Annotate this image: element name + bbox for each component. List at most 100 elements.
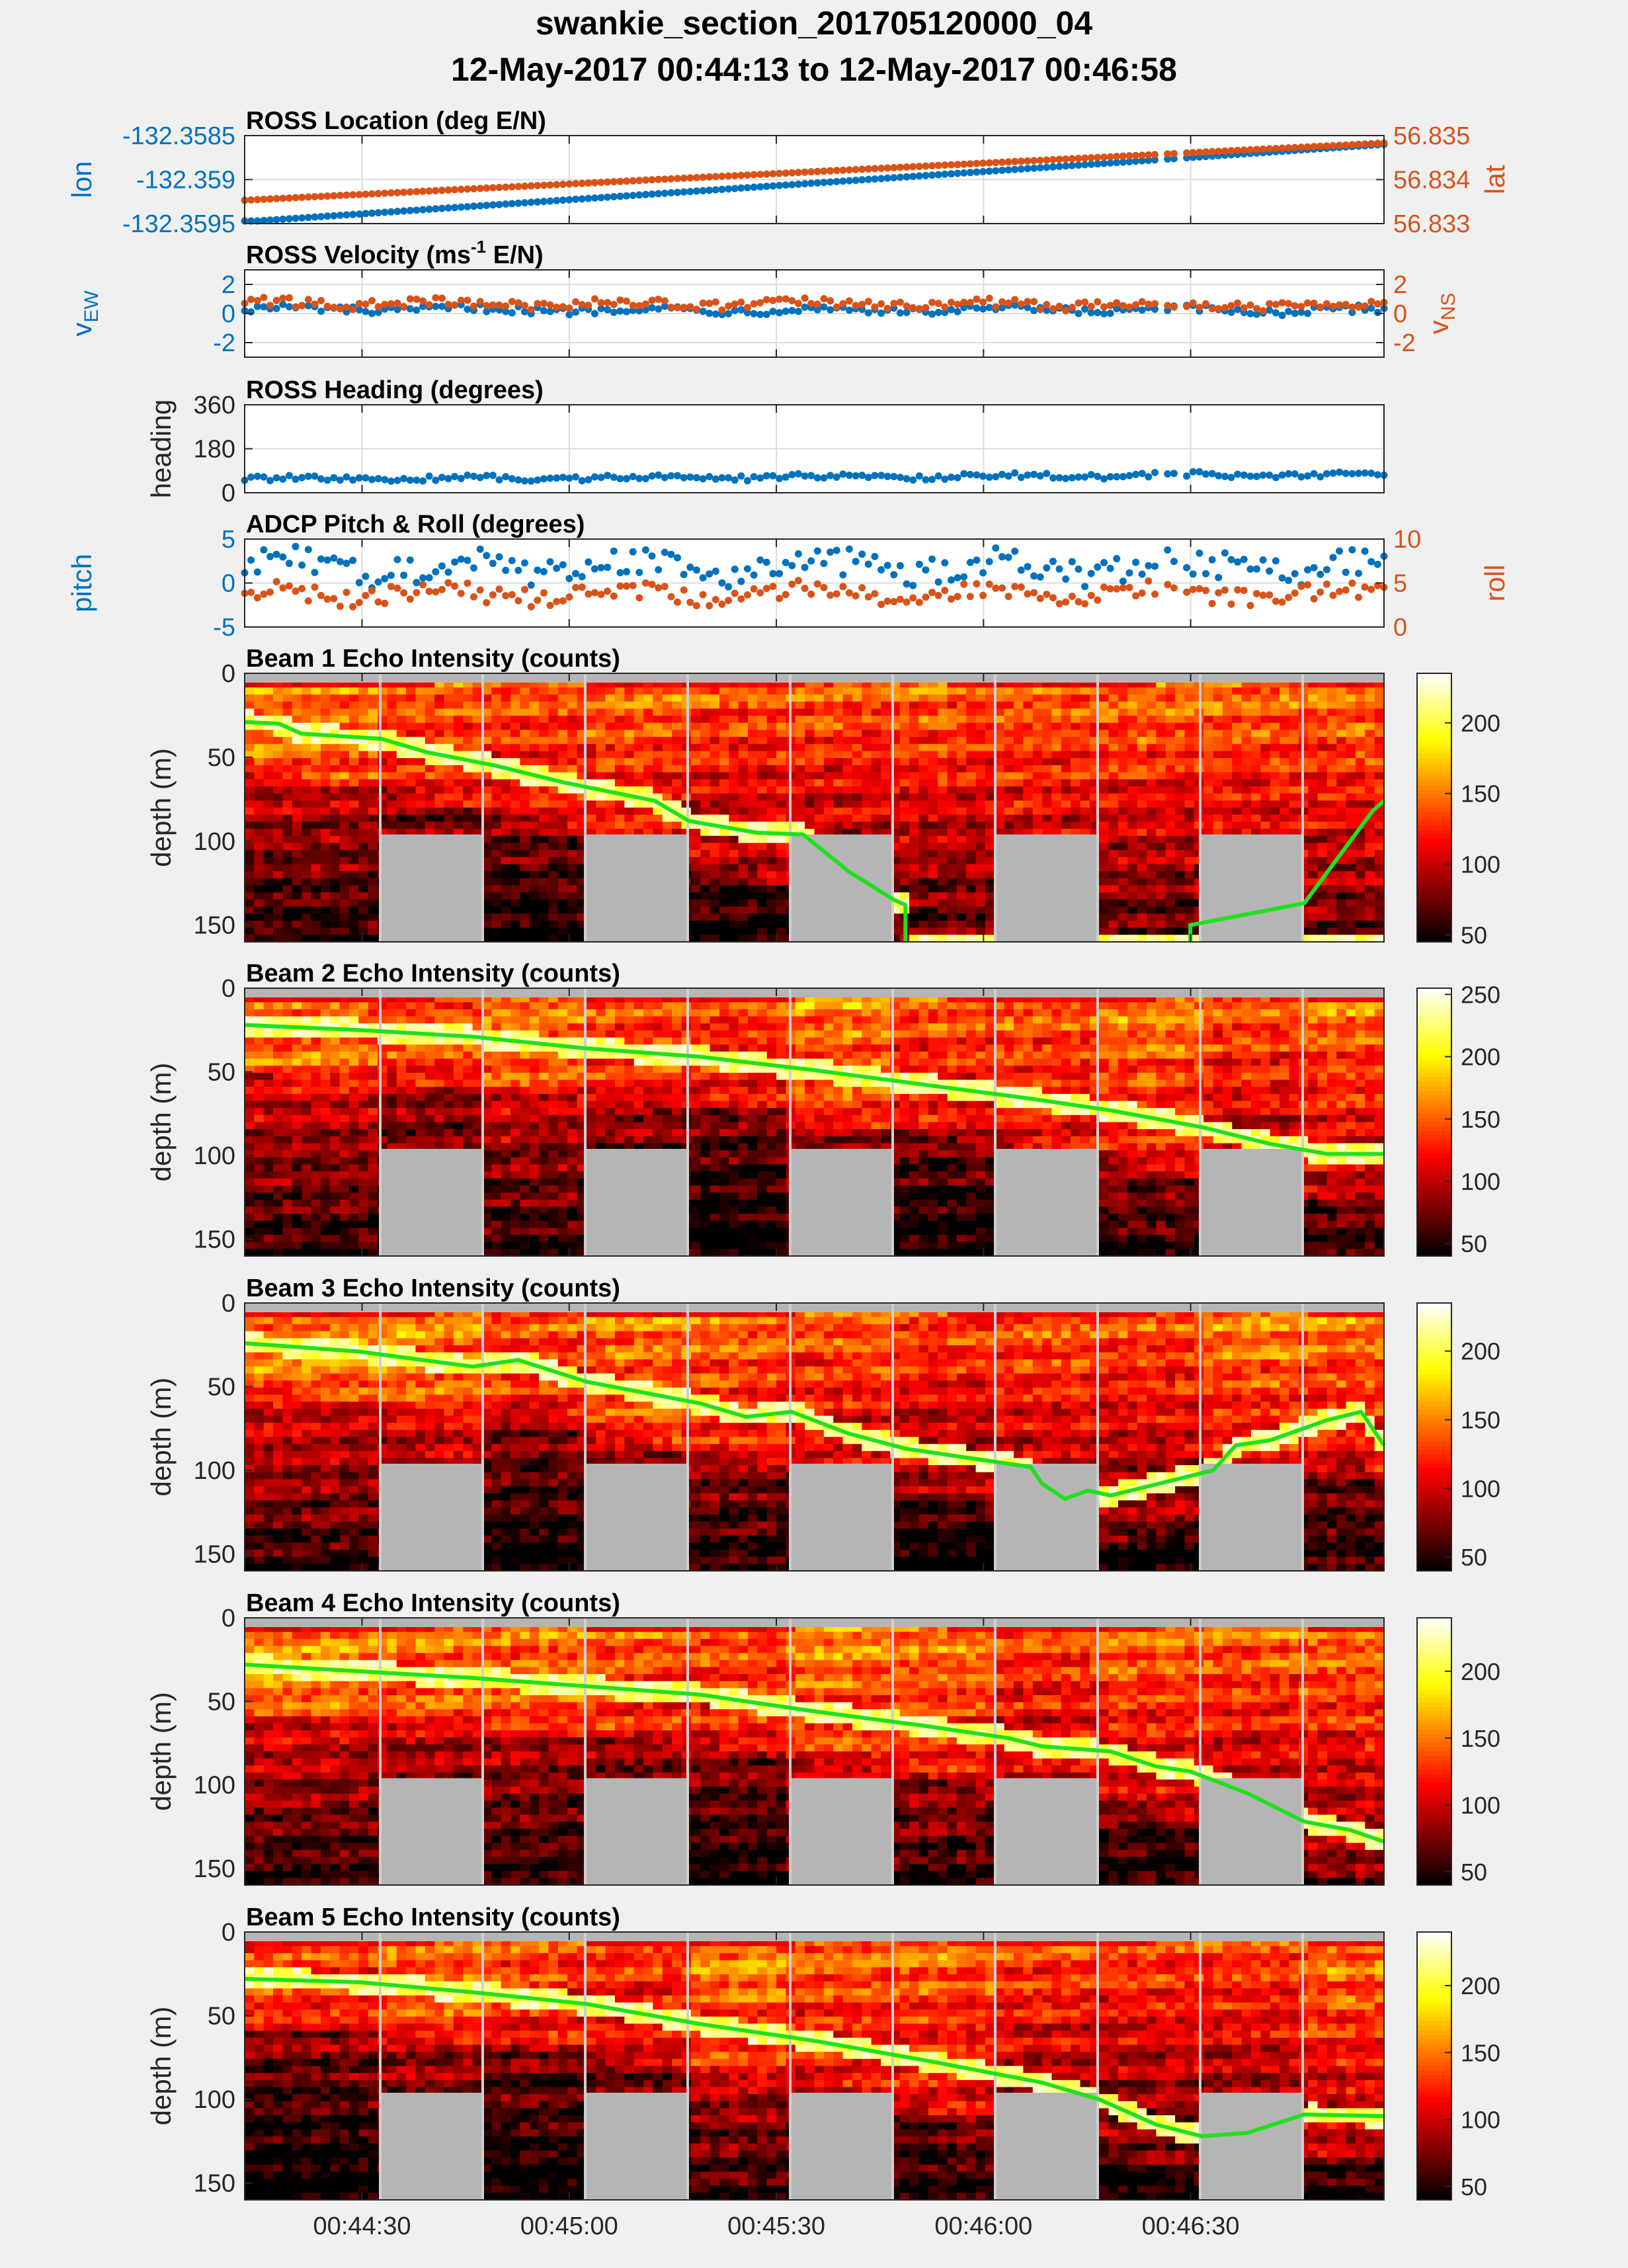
heatmap-cell bbox=[938, 716, 948, 723]
heatmap-cell bbox=[434, 779, 444, 786]
heatmap-cell bbox=[815, 723, 825, 730]
data-point bbox=[642, 300, 649, 308]
heatmap-cell bbox=[463, 794, 473, 801]
data-point bbox=[1190, 149, 1197, 156]
heatmap-cell bbox=[311, 878, 321, 886]
heatmap-cell bbox=[948, 716, 957, 723]
heatmap-cell bbox=[387, 723, 397, 730]
heatmap-cell bbox=[264, 786, 274, 794]
heatmap-cell bbox=[948, 892, 957, 900]
heatmap-cell bbox=[767, 723, 777, 730]
data-point bbox=[286, 582, 293, 589]
data-point bbox=[438, 205, 446, 212]
data-point bbox=[1049, 163, 1057, 171]
heatmap-cell bbox=[852, 702, 862, 709]
data-point bbox=[598, 564, 605, 571]
data-point bbox=[948, 576, 955, 583]
heatmap-cell bbox=[672, 730, 682, 737]
data-point bbox=[916, 599, 923, 606]
heatmap-cell bbox=[643, 708, 653, 716]
heatmap-cell bbox=[358, 843, 368, 850]
pitchroll-title: ADCP Pitch & Roll (degrees) bbox=[246, 511, 585, 538]
data-point bbox=[1253, 590, 1260, 597]
heatmap-cell bbox=[567, 900, 577, 907]
heatmap-cell bbox=[615, 716, 625, 723]
heatmap-cell bbox=[1080, 737, 1090, 744]
data-point bbox=[782, 308, 790, 315]
heatmap-cell bbox=[672, 694, 682, 702]
data-point bbox=[477, 202, 484, 210]
data-point bbox=[1107, 585, 1114, 593]
data-point bbox=[553, 474, 560, 482]
data-point bbox=[381, 301, 388, 308]
data-point bbox=[565, 575, 573, 582]
data-point bbox=[941, 304, 948, 311]
data-point bbox=[751, 300, 758, 308]
heatmap-cell bbox=[948, 836, 957, 843]
data-point bbox=[1005, 554, 1012, 561]
heatmap-cell bbox=[833, 779, 843, 786]
heatmap-cell bbox=[776, 886, 786, 893]
heatmap-cell bbox=[909, 935, 919, 942]
data-point bbox=[986, 159, 993, 167]
data-point bbox=[986, 474, 993, 481]
heatmap-cell bbox=[852, 758, 862, 765]
heatmap-cell bbox=[757, 786, 767, 794]
data-point bbox=[266, 195, 274, 202]
data-point bbox=[744, 566, 751, 573]
heatmap-cell bbox=[1033, 723, 1043, 730]
data-point bbox=[1311, 143, 1318, 150]
heatmap-cell bbox=[957, 751, 967, 759]
heatmap-cell bbox=[767, 913, 777, 921]
data-point bbox=[286, 472, 293, 480]
heatmap-cell bbox=[672, 687, 682, 694]
heatmap-cell bbox=[985, 821, 995, 829]
heatmap-cell bbox=[909, 808, 919, 815]
data-point bbox=[1215, 574, 1222, 581]
data-point bbox=[1005, 472, 1012, 480]
data-point bbox=[337, 305, 344, 312]
data-point bbox=[266, 589, 274, 596]
heatmap-cell bbox=[358, 935, 368, 942]
heatmap-cell bbox=[909, 786, 919, 794]
heatmap-cell bbox=[415, 702, 425, 709]
heatmap-cell bbox=[245, 758, 255, 765]
data-point bbox=[852, 592, 860, 599]
heatmap-cell bbox=[397, 808, 407, 815]
heatmap-cell bbox=[454, 687, 464, 694]
data-point bbox=[954, 161, 961, 168]
data-point bbox=[706, 300, 713, 307]
data-point bbox=[324, 303, 331, 310]
heatmap-cell bbox=[833, 800, 843, 808]
location-ytick-label: -132.3595 bbox=[122, 210, 235, 238]
heatmap-cell bbox=[606, 694, 616, 702]
heatmap-cell bbox=[463, 821, 473, 829]
heatmap-cell bbox=[928, 815, 938, 822]
heatmap-cell bbox=[739, 907, 749, 914]
heatmap-cell bbox=[1118, 744, 1128, 751]
heatmap-cell bbox=[767, 857, 777, 864]
heatmap-cell bbox=[957, 871, 967, 878]
heatmap-cell bbox=[1109, 687, 1119, 694]
heatmap-cell bbox=[624, 716, 634, 723]
heatmap-cell bbox=[1137, 744, 1147, 751]
heatmap-cell bbox=[1014, 758, 1024, 765]
heatmap-cell bbox=[434, 808, 444, 815]
heatmap-cell bbox=[805, 694, 815, 702]
data-point bbox=[1297, 303, 1305, 310]
heatmap-cell bbox=[966, 723, 976, 730]
heatmap-cell bbox=[1127, 871, 1137, 878]
heatmap-cell bbox=[824, 744, 834, 751]
data-point bbox=[343, 304, 350, 311]
heatmap-cell bbox=[928, 913, 938, 921]
data-point bbox=[992, 167, 999, 175]
heatmap-cell bbox=[273, 773, 283, 780]
heatmap-cell bbox=[1118, 737, 1128, 744]
data-point bbox=[1113, 585, 1120, 593]
heatmap-cell bbox=[872, 687, 881, 694]
heatmap-cell bbox=[719, 913, 729, 921]
data-point bbox=[1037, 157, 1044, 164]
data-point bbox=[1170, 558, 1178, 565]
heatmap-cell bbox=[739, 786, 749, 794]
data-point bbox=[1069, 474, 1076, 482]
